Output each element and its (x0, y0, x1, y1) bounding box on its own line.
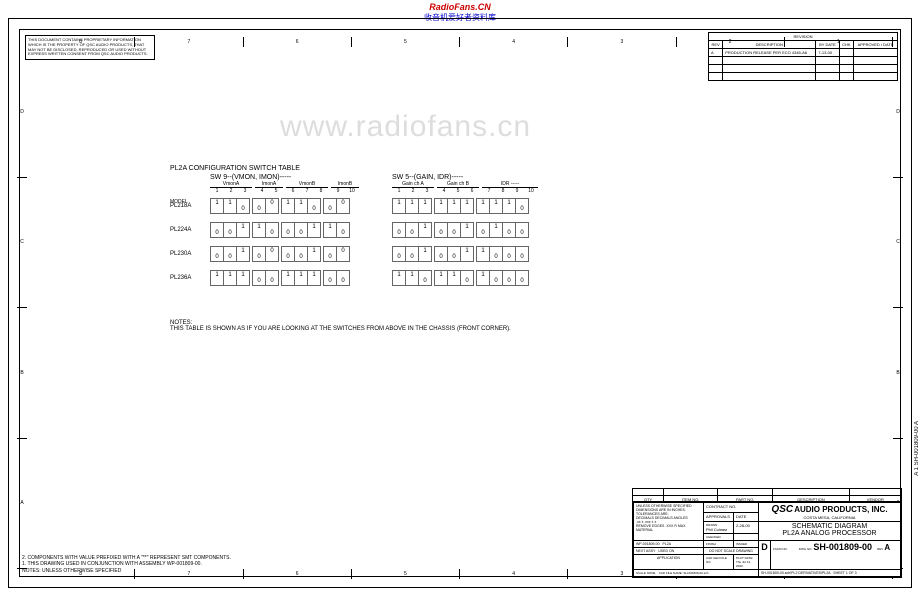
proprietary-notice: THIS DOCUMENT CONTAINS PROPRIETARY INFOR… (25, 35, 155, 60)
watermark: www.radiofans.cn (280, 110, 531, 144)
config-table: PL2A CONFIGURATION SWITCH TABLE SW 9--(V… (170, 165, 571, 294)
config-notes: NOTES: THIS TABLE IS SHOWN AS IF YOU ARE… (170, 320, 570, 332)
side-label: A 1 SH-001809-00 A (914, 421, 920, 476)
revision-block: REVISION REVDESCRIPTIONBY DATECHKAPPROVE… (708, 32, 898, 81)
title-block: UNLESS OTHERWISE SPECIFIED DIMENSIONS AR… (632, 501, 902, 578)
bottom-notes: 2. COMPONENTS WITH VALUE PREFIXED WITH A… (22, 555, 231, 575)
